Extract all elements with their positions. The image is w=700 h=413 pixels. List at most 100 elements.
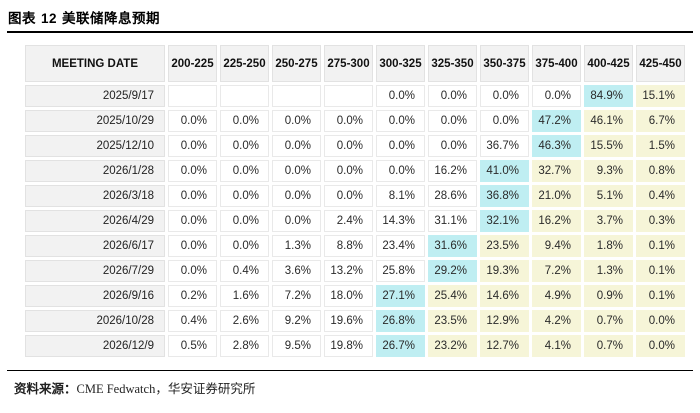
probability-cell: 14.6% <box>480 285 529 307</box>
probability-cell: 29.2% <box>428 260 477 282</box>
probability-cell: 0.0% <box>168 185 217 207</box>
probability-cell: 9.4% <box>532 235 581 257</box>
rate-range-header: 350-375 <box>480 45 529 82</box>
probability-cell: 19.3% <box>480 260 529 282</box>
probability-cell: 27.1% <box>376 285 425 307</box>
probability-cell: 8.1% <box>376 185 425 207</box>
probability-cell <box>220 85 269 107</box>
footer-divider <box>7 370 693 371</box>
probability-cell: 23.5% <box>480 235 529 257</box>
probability-cell: 1.3% <box>272 235 321 257</box>
probability-cell: 46.1% <box>584 110 633 132</box>
probability-cell: 0.0% <box>636 310 685 332</box>
meeting-date-cell: 2026/3/18 <box>25 185 165 207</box>
probability-cell: 0.0% <box>376 110 425 132</box>
probability-cell: 32.1% <box>480 210 529 232</box>
probability-cell: 9.5% <box>272 335 321 357</box>
probability-cell: 25.8% <box>376 260 425 282</box>
probability-cell: 23.5% <box>428 310 477 332</box>
probability-cell: 14.3% <box>376 210 425 232</box>
probability-cell: 0.0% <box>636 335 685 357</box>
probability-cell: 16.2% <box>532 210 581 232</box>
probability-cell: 0.0% <box>324 185 373 207</box>
probability-cell: 23.4% <box>376 235 425 257</box>
probability-cell: 0.0% <box>168 260 217 282</box>
figure-title-text: 美联储降息预期 <box>62 11 161 26</box>
probability-cell: 0.0% <box>324 135 373 157</box>
table-row: 2026/10/28 0.4% 2.6% 9.2% 19.6% 26.8% 23.5% 12.… <box>25 310 685 332</box>
rate-range-header: 200-225 <box>168 45 217 82</box>
probability-cell: 0.0% <box>480 85 529 107</box>
rate-range-header: 225-250 <box>220 45 269 82</box>
probability-cell: 2.8% <box>220 335 269 357</box>
probability-cell <box>168 85 217 107</box>
table-row: 2026/1/28 0.0% 0.0% 0.0% 0.0% 0.0% 16.2% 41.0% 3… <box>25 160 685 182</box>
probability-cell: 0.0% <box>428 135 477 157</box>
probability-cell: 0.1% <box>636 260 685 282</box>
probability-cell: 19.6% <box>324 310 373 332</box>
probability-cell: 0.4% <box>636 185 685 207</box>
probability-cell: 0.1% <box>636 235 685 257</box>
meeting-date-cell: 2026/4/29 <box>25 210 165 232</box>
probability-cell: 0.0% <box>272 160 321 182</box>
figure-title: 图表 12 美联储降息预期 <box>0 0 700 30</box>
probability-cell: 7.2% <box>272 285 321 307</box>
probability-cell: 3.6% <box>272 260 321 282</box>
table-row: 2025/12/10 0.0% 0.0% 0.0% 0.0% 0.0% 0.0% 36.7% 4… <box>25 135 685 157</box>
probability-cell: 4.9% <box>532 285 581 307</box>
probability-cell: 0.0% <box>168 110 217 132</box>
probability-cell: 1.3% <box>584 260 633 282</box>
probability-cell: 26.8% <box>376 310 425 332</box>
probability-cell: 36.8% <box>480 185 529 207</box>
probability-cell: 0.0% <box>428 110 477 132</box>
figure-title-prefix: 图表 <box>8 11 36 26</box>
probability-cell: 0.0% <box>168 210 217 232</box>
meeting-date-header: MEETING DATE <box>25 45 165 82</box>
table-row: 2026/3/18 0.0% 0.0% 0.0% 0.0% 8.1% 28.6% 36.8% 2… <box>25 185 685 207</box>
probability-cell: 0.0% <box>532 85 581 107</box>
rate-range-header: 275-300 <box>324 45 373 82</box>
probability-cell: 0.0% <box>376 85 425 107</box>
rate-range-header: 300-325 <box>376 45 425 82</box>
probability-cell: 0.7% <box>584 335 633 357</box>
probability-cell: 0.1% <box>636 285 685 307</box>
probability-cell: 0.0% <box>220 160 269 182</box>
probability-cell: 0.0% <box>428 85 477 107</box>
source-label: 资料来源： <box>14 382 77 396</box>
probability-cell: 6.7% <box>636 110 685 132</box>
table-row: 2025/9/17 0.0% 0.0% 0.0% 0.0% 84.9% 15.1% <box>25 85 685 107</box>
probability-cell <box>324 85 373 107</box>
probability-cell: 1.5% <box>636 135 685 157</box>
rate-range-header: 425-450 <box>636 45 685 82</box>
probability-cell: 0.7% <box>584 310 633 332</box>
probability-cell: 15.1% <box>636 85 685 107</box>
probability-cell: 84.9% <box>584 85 633 107</box>
rate-range-header: 375-400 <box>532 45 581 82</box>
rate-range-header: 400-425 <box>584 45 633 82</box>
probability-cell: 23.2% <box>428 335 477 357</box>
table-row: 2025/10/29 0.0% 0.0% 0.0% 0.0% 0.0% 0.0% 0.0% 47… <box>25 110 685 132</box>
probability-cell: 0.0% <box>324 160 373 182</box>
table-row: 2026/4/29 0.0% 0.0% 0.0% 2.4% 14.3% 31.1% 32.1%… <box>25 210 685 232</box>
probability-cell: 0.4% <box>220 260 269 282</box>
probability-cell: 15.5% <box>584 135 633 157</box>
probability-cell: 19.8% <box>324 335 373 357</box>
meeting-date-cell: 2026/12/9 <box>25 335 165 357</box>
title-divider <box>7 31 693 33</box>
meeting-date-cell: 2025/9/17 <box>25 85 165 107</box>
probability-cell: 0.0% <box>376 160 425 182</box>
rate-range-header: 325-350 <box>428 45 477 82</box>
probability-cell: 0.0% <box>168 160 217 182</box>
probability-cell: 0.0% <box>324 110 373 132</box>
probability-cell: 13.2% <box>324 260 373 282</box>
probability-cell: 0.8% <box>636 160 685 182</box>
table-row: 2026/9/16 0.2% 1.6% 7.2% 18.0% 27.1% 25.4% 14.6… <box>25 285 685 307</box>
probability-cell: 0.0% <box>220 110 269 132</box>
probability-cell: 2.6% <box>220 310 269 332</box>
probability-cell: 18.0% <box>324 285 373 307</box>
table-row: 2026/12/9 0.5% 2.8% 9.5% 19.8% 26.7% 23.2% 12.7… <box>25 335 685 357</box>
probability-cell: 0.0% <box>272 110 321 132</box>
table-head: MEETING DATE 200-225 225-250 250-275 275-30… <box>25 45 685 82</box>
probability-cell: 31.1% <box>428 210 477 232</box>
